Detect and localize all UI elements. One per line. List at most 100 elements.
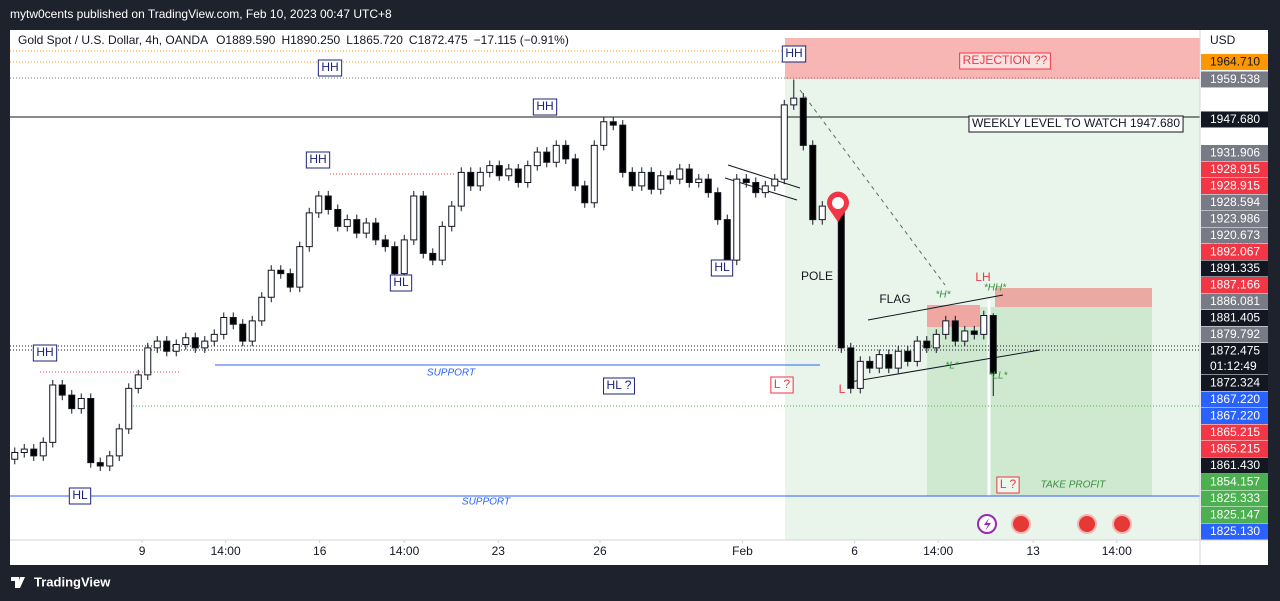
candle-body xyxy=(419,195,427,254)
price-label: 1854.157 xyxy=(1210,475,1260,489)
candle-body xyxy=(647,171,655,190)
candle-body xyxy=(600,121,608,146)
annotation: HL xyxy=(72,488,88,502)
price-label: 1892.067 xyxy=(1210,245,1260,259)
x-tick-label: Feb xyxy=(732,544,753,558)
candle-body xyxy=(552,144,560,163)
price-label-box xyxy=(1201,194,1268,211)
candle-body xyxy=(904,350,912,362)
annotation: SUPPORT xyxy=(462,497,511,508)
candle-body xyxy=(837,198,845,349)
candle-body xyxy=(581,185,589,204)
candle-body xyxy=(296,246,304,288)
annotation: SUPPORT xyxy=(427,368,476,379)
price-label-box xyxy=(1201,523,1268,540)
price-label-box xyxy=(1201,391,1268,408)
candle-body xyxy=(353,219,361,234)
brand: TradingView xyxy=(34,574,111,589)
candle-body xyxy=(391,246,399,275)
inner-target-zone xyxy=(927,307,1152,496)
candle-body xyxy=(932,333,940,349)
annotation: *L* xyxy=(945,361,959,372)
price-label: 1865.215 xyxy=(1210,425,1260,439)
brand-logo xyxy=(11,577,25,588)
candle-body xyxy=(258,296,266,322)
candle-body xyxy=(818,205,826,221)
candle-body xyxy=(913,340,921,362)
candle-body xyxy=(248,320,256,342)
pin-dot xyxy=(832,197,844,209)
price-label-box xyxy=(1201,227,1268,244)
price-label: 1879.792 xyxy=(1210,327,1260,341)
candle-body xyxy=(771,178,779,187)
annotation-box xyxy=(996,476,1020,494)
candle-body xyxy=(220,316,228,335)
candle-body xyxy=(942,320,950,335)
price-label-box xyxy=(1201,474,1268,490)
price-label: 1867.220 xyxy=(1210,409,1260,423)
candle-body xyxy=(685,168,693,184)
price-label: 1947.680 xyxy=(1210,112,1260,126)
candle-body xyxy=(153,340,161,349)
x-tick-label: 14:00 xyxy=(1102,544,1132,558)
price-label: 1931.906 xyxy=(1210,146,1260,160)
flag-line xyxy=(867,294,1004,321)
candle-body xyxy=(704,178,712,194)
candle-body xyxy=(733,178,741,261)
event-icon[interactable] xyxy=(1011,514,1031,534)
price-label-box xyxy=(1201,178,1268,194)
annotation-box xyxy=(32,344,58,362)
price-label: 1928.915 xyxy=(1210,162,1260,176)
candle-body xyxy=(144,347,152,376)
event-icon[interactable] xyxy=(1112,514,1132,534)
candle-body xyxy=(486,165,494,173)
candle-body xyxy=(505,168,513,177)
candle-body xyxy=(277,269,285,275)
candle-body xyxy=(989,315,997,374)
price-label: 1825.147 xyxy=(1210,508,1260,522)
candle-body xyxy=(799,97,807,146)
candle-body xyxy=(961,330,969,342)
annotation-box xyxy=(781,45,807,63)
currency: USD xyxy=(1210,33,1236,47)
price-label-box xyxy=(1201,441,1268,457)
price-label: 1825.130 xyxy=(1210,524,1260,538)
ohlc-value: C1872.475 xyxy=(409,33,468,47)
candle-body xyxy=(305,212,313,248)
price-label-box xyxy=(1201,145,1268,161)
candle-body xyxy=(286,273,294,288)
candle-body xyxy=(571,158,579,187)
projection-line xyxy=(799,89,946,286)
candle-body xyxy=(20,448,28,453)
candles xyxy=(11,79,997,472)
publisher: mytw0cents published on TradingView.com,… xyxy=(10,7,392,21)
flag-icons xyxy=(1011,514,1132,534)
candle-body xyxy=(429,252,437,261)
price-label: 1872.324 xyxy=(1210,376,1260,390)
candle-body xyxy=(609,121,617,126)
candle-body xyxy=(457,171,465,207)
candle-body xyxy=(590,144,598,204)
candle-body xyxy=(58,384,66,396)
event-icon[interactable] xyxy=(1077,514,1097,534)
annotation-box xyxy=(968,115,1184,133)
candle-body xyxy=(628,171,636,187)
candle-body xyxy=(723,219,731,261)
flag-line xyxy=(849,349,1041,383)
price-label-box xyxy=(1201,424,1268,441)
price-label-box xyxy=(1201,244,1268,260)
price-label: 1891.335 xyxy=(1210,261,1260,275)
price-label: 1964.710 xyxy=(1210,55,1260,69)
candle-body xyxy=(790,97,798,106)
flag-zone xyxy=(927,305,980,327)
price-label: 1886.081 xyxy=(1210,294,1260,308)
candle-body xyxy=(495,165,503,177)
annotation: HL xyxy=(393,275,409,289)
candle-body xyxy=(381,239,389,248)
candle-body xyxy=(96,462,104,467)
annotations: HH HH HH HH HH HL HL HL HL ? L ? L ? REJECTION ?? WE… xyxy=(32,45,1184,508)
annotation: HL xyxy=(714,260,730,274)
candle-body xyxy=(163,340,171,352)
price-label-box xyxy=(1201,507,1268,523)
candle-body xyxy=(666,175,674,180)
